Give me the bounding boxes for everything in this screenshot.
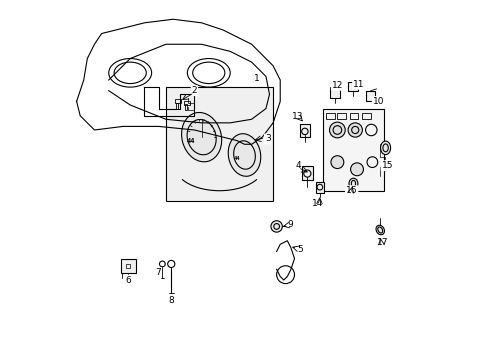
Text: 9: 9: [287, 220, 292, 229]
Bar: [329, 87, 340, 98]
Ellipse shape: [348, 178, 357, 189]
Circle shape: [270, 221, 282, 232]
Text: 16: 16: [345, 186, 357, 195]
Text: 4: 4: [295, 161, 300, 170]
Bar: [165, 87, 272, 202]
Bar: [347, 82, 357, 91]
Bar: [325, 113, 334, 119]
Bar: [175, 99, 181, 103]
Text: 8: 8: [168, 296, 174, 305]
Ellipse shape: [181, 112, 221, 162]
Text: 14: 14: [311, 199, 323, 208]
Text: 5: 5: [296, 245, 302, 254]
Text: 17: 17: [377, 238, 388, 247]
Bar: [349, 113, 358, 119]
Text: 44: 44: [186, 138, 195, 144]
Bar: [361, 113, 370, 119]
Circle shape: [330, 156, 343, 168]
Bar: [184, 104, 186, 111]
Bar: [121, 259, 135, 273]
Circle shape: [329, 122, 345, 138]
Ellipse shape: [375, 225, 384, 235]
Text: 1: 1: [254, 74, 259, 83]
Bar: [299, 123, 309, 137]
Bar: [315, 182, 323, 193]
Bar: [183, 101, 190, 105]
Bar: [301, 166, 312, 180]
Circle shape: [350, 163, 363, 176]
Bar: [337, 113, 346, 119]
Circle shape: [347, 123, 362, 137]
Bar: [125, 264, 130, 267]
Bar: [176, 103, 177, 109]
Text: 12: 12: [331, 81, 343, 90]
Text: 44: 44: [234, 156, 240, 161]
Text: 3: 3: [264, 134, 270, 143]
Ellipse shape: [380, 141, 390, 155]
Text: 6: 6: [125, 275, 131, 284]
Text: 15: 15: [381, 161, 392, 170]
Text: 11: 11: [352, 80, 364, 89]
Text: 10: 10: [372, 97, 384, 106]
Text: 13: 13: [292, 112, 303, 121]
Text: 2: 2: [191, 86, 197, 95]
Text: 7: 7: [155, 268, 161, 277]
Bar: [365, 91, 374, 102]
Ellipse shape: [228, 134, 260, 176]
Bar: [323, 109, 383, 191]
